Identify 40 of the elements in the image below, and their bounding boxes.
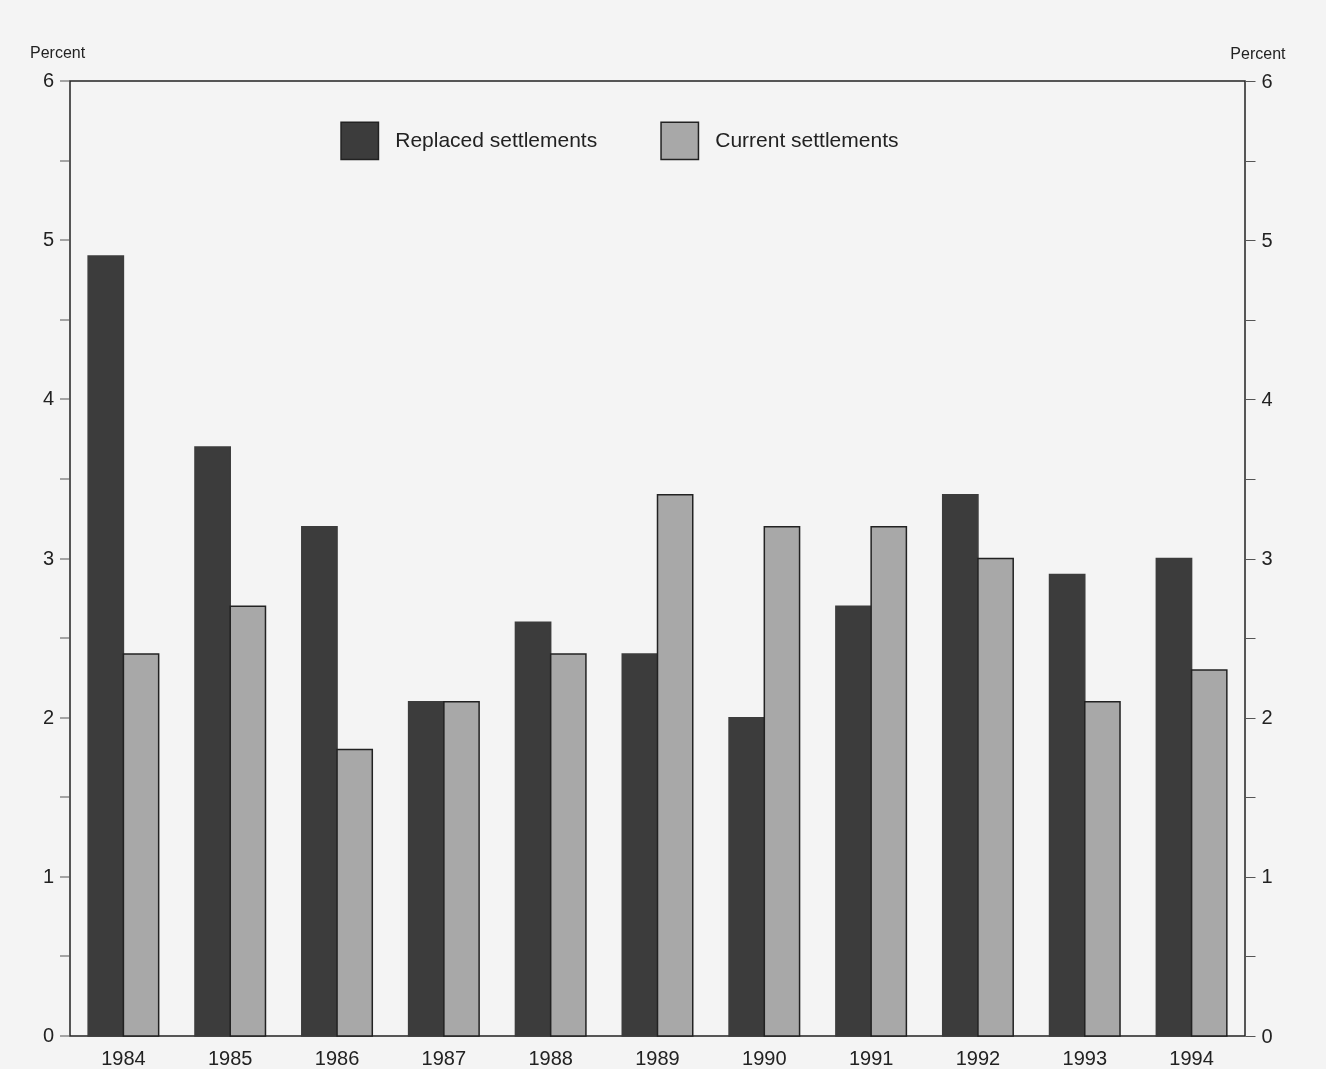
bar — [1155, 557, 1193, 1037]
x-tick-label: 1991 — [848, 1046, 894, 1069]
y2-tick-label: 3 — [1261, 547, 1273, 569]
y-tick-label: 2 — [42, 705, 54, 728]
y-tick-label: 0 — [42, 1024, 54, 1046]
y-tick-label: 3 — [42, 546, 54, 569]
y2-tick-label: 2 — [1261, 706, 1273, 729]
y2-tick-label: 6 — [1261, 69, 1273, 92]
bar — [194, 446, 231, 1037]
x-tick-label: 1988 — [528, 1046, 573, 1069]
y2-tick-label: 4 — [1261, 387, 1273, 410]
bar — [407, 701, 445, 1037]
bar — [301, 525, 338, 1037]
x-tick-label: 1985 — [207, 1046, 253, 1069]
y2-tick-label: 5 — [1261, 228, 1273, 251]
x-tick-label: 1987 — [421, 1046, 467, 1069]
legend-label: Current settlements — [715, 127, 899, 151]
y-tick-label: 5 — [42, 228, 54, 251]
y2-axis-title: Percent — [1230, 44, 1287, 62]
x-tick-label: 1994 — [1169, 1046, 1214, 1069]
bar — [835, 605, 872, 1037]
bar — [87, 255, 125, 1037]
y-axis-title: Percent — [30, 44, 86, 61]
bar — [514, 621, 552, 1037]
y2-tick-label: 0 — [1261, 1024, 1273, 1047]
x-tick-label: 1986 — [314, 1046, 360, 1069]
bar — [621, 653, 659, 1037]
y-tick-label: 4 — [42, 387, 54, 410]
x-tick-label: 1989 — [635, 1046, 680, 1069]
x-tick-label: 1984 — [101, 1046, 146, 1069]
bar — [728, 716, 766, 1037]
bar — [941, 494, 979, 1037]
y-tick-label: 6 — [42, 69, 54, 91]
bar — [1048, 573, 1086, 1037]
x-tick-label: 1992 — [955, 1046, 1001, 1069]
y2-tick-label: 1 — [1261, 865, 1273, 888]
x-tick-label: 1990 — [742, 1046, 787, 1069]
legend-label: Replaced settlements — [395, 127, 598, 151]
y-tick-label: 1 — [42, 864, 54, 887]
x-tick-label: 1993 — [1062, 1046, 1108, 1069]
